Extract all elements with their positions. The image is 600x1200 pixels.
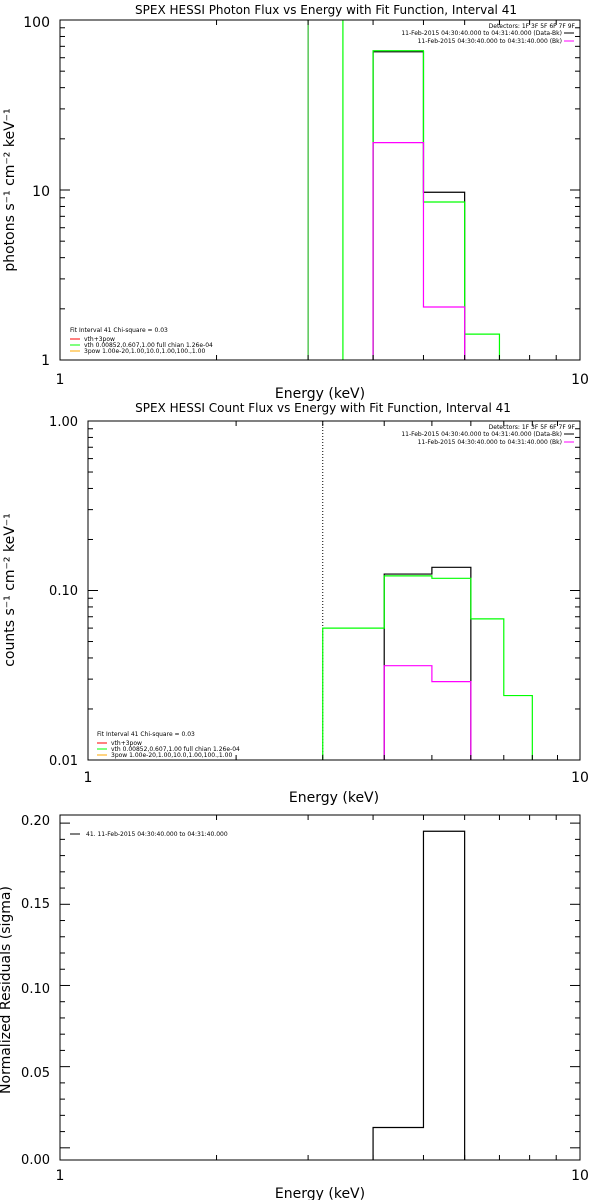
series-step-line bbox=[322, 575, 533, 760]
panel-title: SPEX HESSI Count Flux vs Energy with Fit… bbox=[135, 401, 511, 415]
series-step-line bbox=[383, 566, 472, 760]
plot-area bbox=[59, 814, 581, 1161]
header-line: 11-Feb-2015 04:30:40.000 to 04:31:40.000… bbox=[418, 439, 562, 446]
legend-text: vth 0.00852,0.607,1.00 full chian 1.26e-… bbox=[111, 746, 240, 753]
series-step-line bbox=[372, 51, 466, 360]
series-step-line bbox=[372, 142, 466, 360]
y-axis-label: counts s⁻¹ cm⁻² keV⁻¹ bbox=[2, 513, 18, 667]
x-axis-label: Energy (keV) bbox=[275, 386, 365, 402]
header-line: 11-Feb-2015 04:30:40.000 to 04:31:40.000… bbox=[401, 431, 562, 438]
x-tick-label: 10 bbox=[571, 1168, 589, 1184]
legend-text: 41. 11-Feb-2015 04:30:40.000 to 04:31:40… bbox=[86, 831, 228, 838]
x-tick-label: 1 bbox=[56, 372, 65, 388]
x-axis-label: Energy (keV) bbox=[289, 790, 379, 806]
y-tick-label: 0.10 bbox=[49, 584, 78, 599]
axis-ticks bbox=[59, 19, 581, 361]
plot-area bbox=[87, 420, 581, 761]
series-step-line bbox=[342, 20, 501, 360]
plot-frame bbox=[87, 420, 581, 761]
series-group bbox=[322, 421, 533, 760]
y-tick-label: 1 bbox=[41, 353, 50, 369]
y-tick-label: 0.10 bbox=[21, 982, 50, 997]
y-tick-label: 0.01 bbox=[49, 754, 78, 769]
photon-flux-panel: SPEX HESSI Photon Flux vs Energy with Fi… bbox=[2, 3, 589, 402]
legend-text: Fit Interval 41 Chi-square = 0.03 bbox=[97, 731, 195, 738]
y-tick-label: 10 bbox=[32, 184, 50, 200]
x-axis-label: Energy (keV) bbox=[275, 1186, 365, 1200]
y-axis-label: photons s⁻¹ cm⁻² keV⁻¹ bbox=[2, 108, 18, 271]
residuals-panel: 1 10 0.00 0.05 0.10 0.15 0.20 Energy (ke… bbox=[0, 814, 589, 1200]
header-line: 11-Feb-2015 04:30:40.000 to 04:31:40.000… bbox=[401, 30, 562, 37]
legend-text: vth 0.00852,0.607,1.00 full chian 1.26e-… bbox=[84, 342, 213, 349]
x-tick-label: 10 bbox=[571, 372, 589, 388]
x-tick-label: 1 bbox=[84, 770, 93, 786]
y-axis-label: Normalized Residuals (sigma) bbox=[0, 886, 14, 1094]
series-group bbox=[372, 830, 466, 1160]
x-tick-label: 10 bbox=[571, 770, 589, 786]
header-line: Detectors: 1F 3F 5F 6F 7F 9F bbox=[489, 424, 576, 431]
plot-frame bbox=[59, 19, 581, 361]
header-line: Detectors: 1F 3F 5F 6F 7F 9F bbox=[489, 23, 576, 30]
y-tick-label: 0.00 bbox=[21, 1153, 50, 1168]
series-group bbox=[307, 20, 501, 360]
panel-title: SPEX HESSI Photon Flux vs Energy with Fi… bbox=[135, 3, 517, 17]
series-step-line bbox=[372, 830, 466, 1160]
legend-text: 3pow 1.00e-20,1.00,10.0,1.00,100.,1.00 bbox=[111, 752, 232, 759]
y-tick-label: 0.15 bbox=[21, 897, 50, 912]
plot-area bbox=[59, 19, 581, 361]
y-tick-label: 0.05 bbox=[21, 1066, 50, 1081]
series-step-line bbox=[383, 665, 472, 760]
count-flux-panel: SPEX HESSI Count Flux vs Energy with Fit… bbox=[2, 401, 589, 806]
legend-text: Fit Interval 41 Chi-square = 0.03 bbox=[70, 327, 168, 334]
x-tick-label: 1 bbox=[56, 1168, 65, 1184]
legend-text: vth+3pow bbox=[84, 336, 115, 343]
axis-ticks bbox=[59, 815, 581, 1160]
axis-ticks bbox=[87, 420, 581, 761]
y-tick-label: 0.20 bbox=[21, 814, 50, 829]
legend-text: vth+3pow bbox=[111, 740, 142, 747]
legend-text: 3pow 1.00e-20,1.00,10.0,1.00,100.,1.00 bbox=[84, 348, 205, 355]
y-tick-label: 1.00 bbox=[49, 415, 78, 430]
header-line: 11-Feb-2015 04:30:40.000 to 04:31:40.000… bbox=[418, 38, 562, 45]
y-tick-label: 100 bbox=[23, 15, 50, 31]
plot-frame bbox=[59, 814, 581, 1161]
